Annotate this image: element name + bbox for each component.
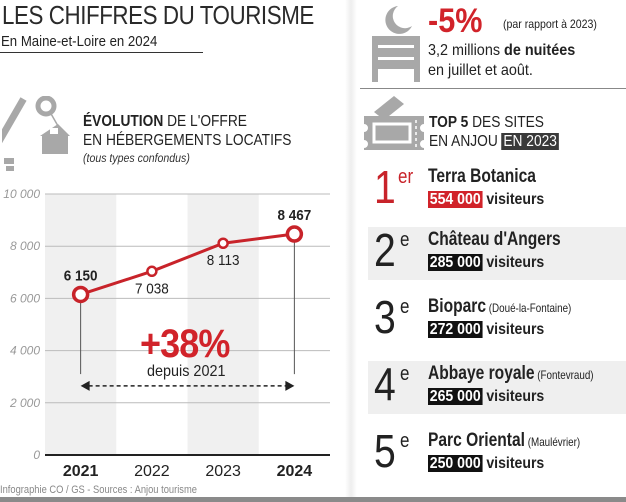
nights-line2: en juillet et août. [428,62,533,79]
offer-subheading: (tous types confondus) [83,151,190,165]
site-visitors: 554 000 visiteurs [428,191,544,209]
y-tick-label: 8 000 [10,239,40,253]
visitor-count: 285 000 [428,254,483,271]
visitor-count: 554 000 [428,191,483,208]
visitor-unit: visiteurs [482,455,545,472]
rank-suffix: e [400,363,410,385]
value-label: 6 150 [64,268,98,285]
visitor-unit: visiteurs [482,388,545,405]
column-divider [345,0,357,502]
top5-heading-region: EN ANJOU [429,133,502,150]
nights-comparison: (par rapport à 2023) [503,17,597,31]
x-tick-label: 2024 [277,463,313,480]
ticket-icon [364,96,424,150]
rank-item: 4 e Abbaye royale (Fontevraud) 265 000 v… [368,358,626,414]
subtitle-underline [0,52,203,53]
nights-label: de nuitées [504,42,576,59]
offer-heading-bold: ÉVOLUTION [83,113,164,130]
bed-moon-icon [372,6,420,82]
site-name: Château d'Angers [428,229,561,251]
nights-change-pct: -5% [428,2,483,40]
data-point [71,285,90,304]
value-label: 7 038 [135,281,169,298]
y-tick-label: 6 000 [10,291,40,305]
y-tick-label: 4 000 [10,344,40,358]
rank-number: 4 [374,358,396,410]
nights-line1: 3,2 millions de nuitées [428,41,575,61]
rank-item: 5 e Parc Oriental (Maulévrier) 250 000 v… [368,425,626,481]
site-place: (Doué-la-Fontaine) [486,301,572,315]
rank-item: 2 e Château d'Angers 285 000 visiteurs [368,224,626,280]
site-name: Terra Botanica [428,166,536,188]
visitor-unit: visiteurs [482,321,545,338]
site-visitors: 272 000 visiteurs [428,321,544,339]
data-point [217,237,229,250]
rank-suffix: e [400,430,410,452]
visitor-count: 272 000 [428,321,483,338]
rank-item: 3 e Bioparc (Doué-la-Fontaine) 272 000 v… [368,291,626,347]
site-title: Château d'Angers [428,229,561,250]
series-line [80,232,295,296]
site-title: Bioparc [428,296,487,317]
rank-number: 3 [374,291,396,343]
top5-heading-line2: EN ANJOU EN 2023 [429,132,559,151]
y-tick-label: 0 [33,448,40,462]
offer-line-chart: 0 2 000 4 000 6 000 8 000 10 000 6 150 7 038 8 … [3,187,330,480]
value-label: 8 467 [278,207,312,224]
visitor-count: 250 000 [428,455,483,472]
site-place: (Fontevraud) [534,368,594,382]
visitor-unit: visiteurs [482,191,545,208]
site-name: Bioparc (Doué-la-Fontaine) [428,296,571,318]
x-tick-label: 2023 [205,463,241,480]
growth-value: +38% [140,322,230,366]
section-divider [360,88,626,89]
rank-item: 1 er Terra Botanica 554 000 visiteurs [368,161,626,217]
bottom-bar [0,497,626,502]
arrow-head-left [80,380,90,391]
visitor-count: 265 000 [428,388,483,405]
site-place: (Maulévrier) [524,435,581,449]
data-point [285,225,304,243]
offer-heading-rest: DE L'OFFRE [163,113,247,130]
growth-label: depuis 2021 [147,363,226,380]
nights-count: 3,2 millions [428,42,505,59]
page-title: LES CHIFFRES DU TOURISME [2,0,314,30]
x-tick-label: 2022 [134,463,170,480]
rank-suffix: er [398,166,414,188]
top5-year-badge: EN 2023 [501,133,559,150]
site-title: Terra Botanica [428,166,536,187]
x-tick-label: 2021 [63,463,99,480]
site-title: Abbaye royale [428,363,535,384]
rank-suffix: e [400,296,410,318]
site-name: Parc Oriental (Maulévrier) [428,430,580,452]
site-visitors: 285 000 visiteurs [428,254,544,272]
site-visitors: 250 000 visiteurs [428,455,544,473]
value-label: 8 113 [207,253,240,270]
top5-heading: TOP 5 DES SITES [429,113,544,132]
rank-number: 2 [374,224,396,276]
y-tick-label: 10 000 [3,187,40,201]
y-tick-label: 2 000 [9,396,40,410]
top5-heading-rest: DES SITES [468,114,544,131]
site-visitors: 265 000 visiteurs [428,388,544,406]
site-name: Abbaye royale (Fontevraud) [428,363,594,385]
key-house-icon [2,96,70,171]
arrow-head-right [285,380,295,391]
offer-heading: ÉVOLUTION DE L'OFFRE [83,112,247,131]
rank-suffix: e [400,229,410,251]
rank-number: 5 [374,425,396,477]
top5-heading-bold: TOP 5 [429,114,469,131]
page-subtitle: En Maine-et-Loire en 2024 [1,33,158,50]
source-credit: Infographie CO / GS - Sources : Anjou to… [0,484,197,496]
data-point [146,265,158,278]
rank-number: 1 [374,161,396,213]
visitor-unit: visiteurs [482,254,545,271]
offer-heading-line2: EN HÉBERGEMENTS LOCATIFS [83,132,292,149]
site-title: Parc Oriental [428,430,525,451]
column-band [187,194,259,455]
